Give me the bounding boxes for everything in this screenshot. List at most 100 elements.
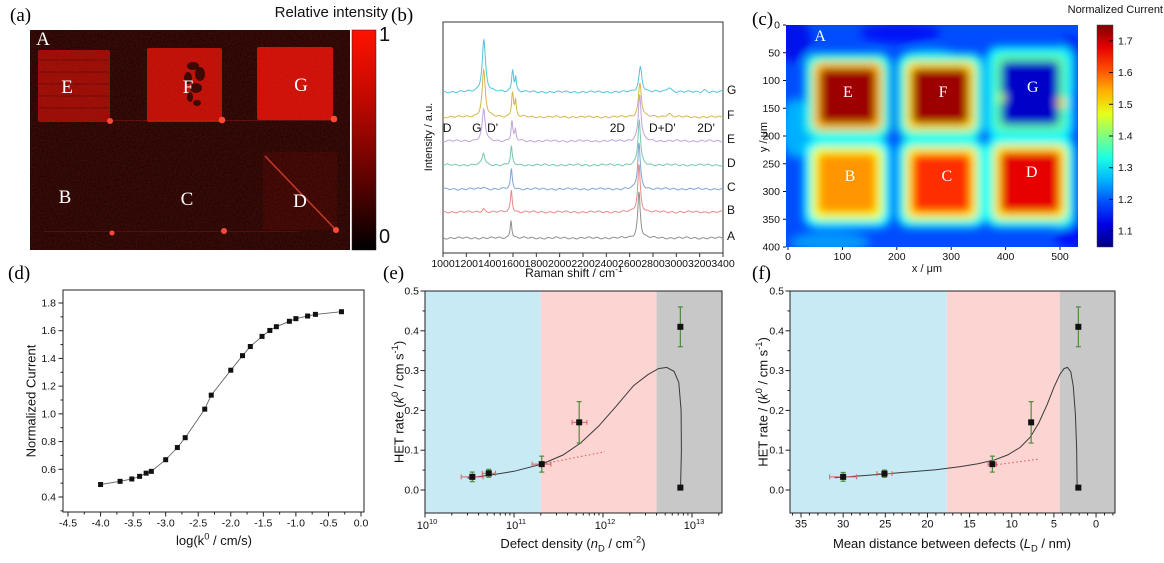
svg-text:1200: 1200	[455, 258, 479, 270]
svg-text:200: 200	[762, 131, 780, 143]
svg-text:1.2: 1.2	[1118, 194, 1133, 206]
svg-text:-4.0: -4.0	[92, 518, 110, 530]
b-trace-label-F: F	[727, 108, 735, 122]
f-y-axis-title: HET rate / (k0 / cm s-1)	[754, 337, 771, 467]
svg-text:2200: 2200	[571, 258, 595, 270]
b-y-axis-title: Intensity / a.u.	[423, 102, 435, 172]
b-trace-label-A: A	[727, 229, 736, 243]
svg-text:1.3: 1.3	[1118, 162, 1133, 174]
svg-text:1000: 1000	[431, 258, 455, 270]
a-colorbar-max-label: 1	[379, 24, 391, 46]
a-colorbar-min-label: 0	[379, 226, 391, 248]
svg-text:1600: 1600	[501, 258, 525, 270]
svg-text:1.6: 1.6	[1118, 67, 1133, 79]
svg-text:2400: 2400	[595, 258, 619, 270]
svg-text:0.0: 0.0	[769, 485, 784, 497]
svg-text:1.0: 1.0	[41, 408, 56, 420]
a-region-label-C: C	[180, 189, 194, 210]
panel-d-plot: -4.5 -4.0 -3.5 -3.0 -2.5 -2.0 -1.5 -1.0 -0.5 0.0 0…	[41, 289, 369, 530]
svg-text:3200: 3200	[688, 258, 712, 270]
svg-text:100: 100	[762, 75, 780, 87]
svg-text:-2.0: -2.0	[222, 518, 240, 530]
b-peak-label-2D: 2D	[609, 121, 626, 135]
a-region-label-F: F	[182, 77, 194, 98]
a-colorbar-title: Relative intensity	[274, 4, 388, 21]
b-peak-label-G: G	[472, 121, 482, 135]
svg-text:1.4: 1.4	[1118, 131, 1133, 143]
svg-text:250: 250	[762, 158, 780, 170]
svg-text:400: 400	[762, 242, 780, 254]
svg-text:1010: 1010	[417, 517, 438, 532]
svg-text:1.1: 1.1	[1118, 226, 1133, 238]
b-peak-label-D+D': D+D'	[649, 121, 676, 135]
svg-text:1.6: 1.6	[41, 325, 56, 337]
svg-text:500: 500	[1051, 251, 1069, 263]
svg-text:-3.5: -3.5	[124, 518, 142, 530]
svg-text:5: 5	[1051, 519, 1057, 531]
b-x-axis-title: Raman shift / cm-1	[525, 264, 623, 280]
svg-text:300: 300	[942, 251, 960, 263]
svg-text:1.4: 1.4	[41, 353, 56, 365]
e-x-axis-title: Defect density (nD / cm-2)	[500, 534, 646, 554]
a-region-label-G: G	[294, 75, 308, 96]
panel-f-letter: (f)	[752, 263, 771, 284]
svg-text:15: 15	[963, 519, 975, 531]
b-trace-label-B: B	[727, 203, 736, 217]
a-region-label-B: B	[58, 187, 72, 208]
svg-text:35: 35	[795, 519, 807, 531]
b-trace-label-G: G	[727, 83, 737, 97]
b-peak-label-D: D	[442, 121, 452, 135]
svg-text:0.6: 0.6	[41, 464, 56, 476]
e-y-axis-title: HET rate (k0 / cm s-1)	[390, 340, 407, 464]
svg-text:-4.5: -4.5	[59, 518, 77, 530]
b-spectrum-E	[442, 94, 724, 143]
svg-text:0.0: 0.0	[354, 518, 369, 530]
b-spectrum-A	[442, 191, 724, 240]
c-region-label-C: C	[941, 168, 953, 186]
panel-c-heatmap: 0 100 200 300 400 500 0 50 100 150 200 250 300 350 400…	[762, 20, 1133, 264]
c-region-label-F: F	[938, 84, 948, 102]
svg-text:1.2: 1.2	[41, 381, 56, 393]
svg-text:-0.5: -0.5	[319, 518, 337, 530]
b-spectrum-C	[442, 142, 723, 191]
svg-text:0.3: 0.3	[404, 365, 419, 377]
svg-text:25: 25	[879, 519, 891, 531]
c-x-axis-title: x / μm	[911, 263, 943, 275]
panel-e-letter: (e)	[383, 263, 405, 284]
a-region-label-D: D	[293, 191, 307, 212]
svg-text:150: 150	[762, 103, 780, 115]
panel-c-letter: (c)	[752, 9, 774, 30]
svg-text:0.5: 0.5	[769, 286, 784, 298]
svg-text:2800: 2800	[641, 258, 665, 270]
svg-text:30: 30	[837, 519, 849, 531]
svg-text:200: 200	[888, 251, 906, 263]
c-region-label-A: A	[814, 28, 826, 46]
svg-text:0.3: 0.3	[769, 365, 784, 377]
svg-text:0: 0	[774, 20, 780, 32]
c-region-label-E: E	[842, 84, 853, 102]
panel-e-plot: 0.0 0.1 0.2 0.3 0.4 0.5 1010 1011 1012 1013	[404, 286, 723, 532]
svg-text:3400: 3400	[711, 258, 735, 270]
svg-text:3000: 3000	[665, 258, 689, 270]
svg-text:0.8: 0.8	[41, 436, 56, 448]
b-peak-label-2D': 2D'	[697, 121, 715, 135]
svg-text:1.8: 1.8	[41, 298, 56, 310]
svg-text:50: 50	[768, 47, 780, 59]
a-colorbar	[351, 29, 377, 251]
svg-text:0.1: 0.1	[769, 445, 784, 457]
svg-text:2600: 2600	[618, 258, 642, 270]
svg-text:0.5: 0.5	[404, 286, 419, 298]
svg-text:1011: 1011	[506, 517, 526, 532]
b-spectrum-F	[442, 67, 724, 119]
svg-text:-1.5: -1.5	[254, 518, 272, 530]
svg-text:0: 0	[1093, 519, 1099, 531]
panel-a-micrograph	[30, 29, 377, 251]
d-y-axis-title: Normalized Current	[23, 344, 39, 458]
svg-text:10: 10	[1006, 519, 1018, 531]
svg-text:20: 20	[921, 519, 933, 531]
svg-text:0.4: 0.4	[41, 492, 56, 504]
panel-d-letter: (d)	[8, 263, 31, 284]
b-trace-label-C: C	[727, 180, 736, 194]
svg-text:0.2: 0.2	[404, 405, 419, 417]
svg-text:0.2: 0.2	[769, 405, 784, 417]
